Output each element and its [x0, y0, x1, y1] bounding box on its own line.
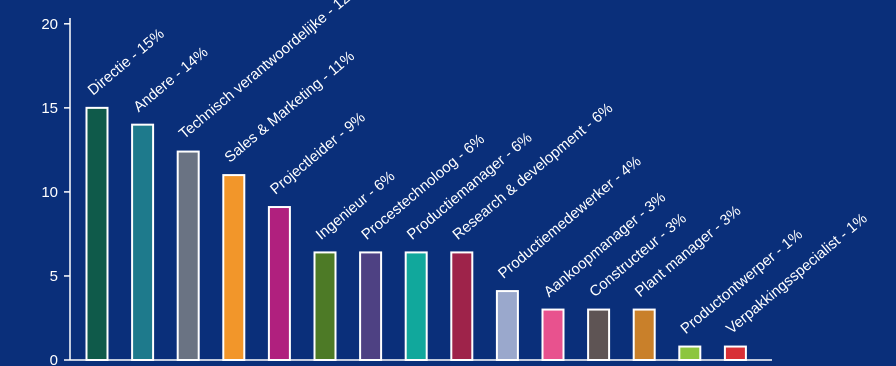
y-ticks: 0 5 10 15 20 — [41, 16, 70, 366]
bar — [267, 206, 291, 361]
bar — [541, 308, 565, 362]
bar — [632, 308, 656, 362]
category-label: Sales & Marketing - 11% — [221, 48, 358, 166]
bar — [359, 251, 383, 362]
y-tick-label: 5 — [50, 268, 58, 285]
bar — [450, 251, 474, 362]
y-tick-label: 20 — [41, 16, 58, 33]
bar — [495, 290, 519, 362]
bar — [131, 123, 155, 361]
bar — [404, 251, 428, 362]
category-label: Ingenieur - 6% — [313, 168, 399, 244]
bar — [587, 308, 611, 362]
y-tick-label: 0 — [50, 352, 58, 366]
bar — [176, 150, 200, 361]
bar — [313, 251, 337, 362]
bars — [85, 106, 747, 362]
y-tick-label: 10 — [41, 184, 58, 201]
bar — [678, 345, 702, 361]
bar-labels: Directie - 15%Andere - 14%Technisch vera… — [85, 0, 871, 338]
bar — [85, 106, 109, 361]
y-tick-label: 15 — [41, 100, 58, 117]
bar — [222, 174, 246, 361]
bar — [723, 345, 747, 361]
